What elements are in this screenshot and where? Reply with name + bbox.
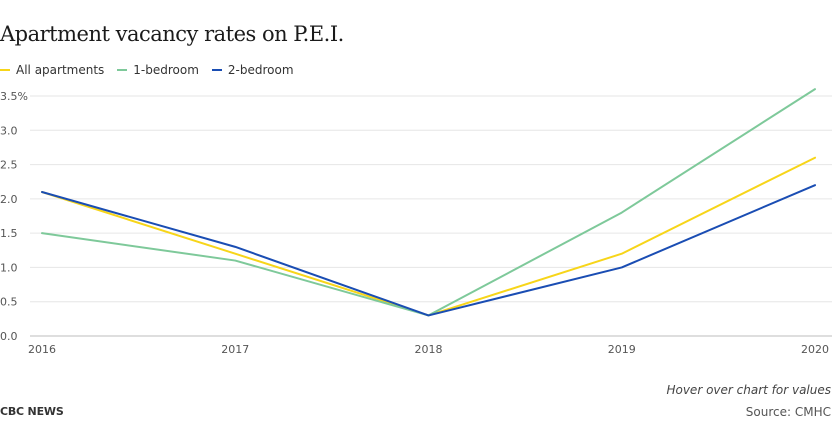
y-tick-label: 1.5: [0, 227, 18, 240]
series-line-2-bedroom[interactable]: [41, 184, 816, 317]
chart-legend: All apartments 1-bedroom 2-bedroom: [0, 63, 307, 77]
hover-hint: Hover over chart for values: [666, 383, 831, 397]
y-tick-label: 3.5%: [0, 90, 28, 103]
legend-swatch-2-bedroom: [211, 69, 222, 71]
legend-item-all-apartments[interactable]: All apartments: [0, 63, 104, 77]
x-tick-label: 2020: [801, 343, 829, 356]
x-tick-label: 2017: [221, 343, 249, 356]
legend-label-2-bedroom: 2-bedroom: [227, 63, 294, 77]
y-tick-label: 3.0: [0, 124, 18, 137]
legend-swatch-1-bedroom: [117, 69, 128, 71]
x-tick-label: 2019: [608, 343, 636, 356]
x-tick-label: 2016: [28, 343, 56, 356]
legend-item-1-bedroom[interactable]: 1-bedroom: [117, 63, 199, 77]
legend-item-2-bedroom[interactable]: 2-bedroom: [211, 63, 294, 77]
y-tick-label: 1.0: [0, 261, 18, 274]
y-tick-label: 2.0: [0, 193, 18, 206]
cbc-news-logo: CBC NEWS: [0, 405, 64, 418]
legend-label-1-bedroom: 1-bedroom: [133, 63, 199, 77]
series-line-all-apartments[interactable]: [41, 156, 816, 317]
series-line-1-bedroom[interactable]: [41, 88, 816, 317]
legend-swatch-all-apartments: [0, 69, 10, 71]
x-tick-label: 2018: [415, 343, 443, 356]
y-tick-label: 0.5: [0, 296, 18, 309]
chart-title: Apartment vacancy rates on P.E.I.: [0, 22, 344, 46]
y-tick-label: 0.0: [0, 330, 18, 343]
legend-label-all-apartments: All apartments: [16, 63, 105, 77]
source-note: Source: CMHC: [745, 405, 831, 419]
y-tick-label: 2.5: [0, 159, 18, 172]
